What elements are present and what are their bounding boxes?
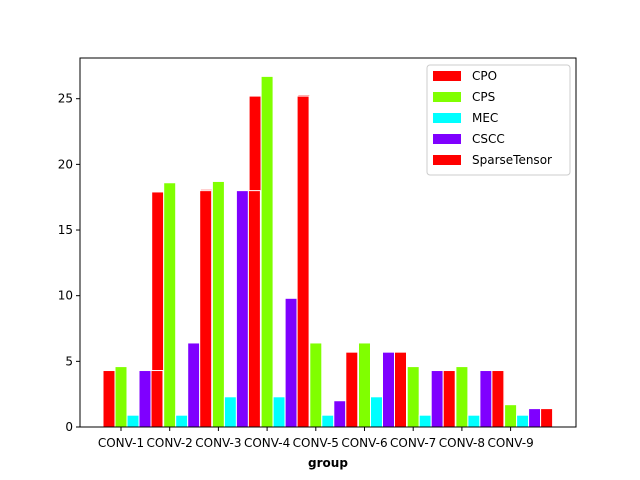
bar-sparsetensor-conv-4 bbox=[296, 95, 310, 428]
y-tick-label: 25 bbox=[58, 92, 73, 106]
bar-cscc-conv-4 bbox=[284, 297, 298, 428]
legend-swatch-mec bbox=[433, 113, 461, 123]
x-axis-title: group bbox=[308, 456, 348, 470]
bar-sparsetensor-conv-5 bbox=[345, 351, 359, 428]
x-tick-label: CONV-1 bbox=[98, 436, 144, 450]
x-tick-label: CONV-2 bbox=[147, 436, 193, 450]
bar-cscc-conv-8 bbox=[479, 370, 493, 428]
bar-mec-conv-3 bbox=[223, 396, 237, 428]
bar-cps-conv-8 bbox=[455, 366, 469, 428]
x-tick-label: CONV-4 bbox=[244, 436, 290, 450]
y-axis: 0 5 10 15 20 25 bbox=[58, 92, 80, 434]
legend-swatch-cscc bbox=[433, 134, 461, 144]
bar-cps-conv-3 bbox=[211, 180, 225, 428]
bar-mec-conv-2 bbox=[175, 414, 189, 428]
legend-label-sparsetensor: SparseTensor bbox=[472, 153, 552, 167]
bar-mec-conv-7 bbox=[418, 414, 432, 428]
bar-sparsetensor-conv-2 bbox=[199, 190, 213, 428]
legend-swatch-cpo bbox=[433, 71, 461, 81]
bar-cscc-conv-9 bbox=[528, 408, 542, 428]
legend-swatch-cps bbox=[433, 92, 461, 102]
y-tick-label: 0 bbox=[65, 420, 73, 434]
x-tick-label: CONV-8 bbox=[439, 436, 485, 450]
legend-label-mec: MEC bbox=[472, 111, 498, 125]
bar-mec-conv-8 bbox=[467, 414, 481, 428]
x-tick-label: CONV-7 bbox=[390, 436, 436, 450]
bar-mec-conv-5 bbox=[321, 414, 335, 428]
x-tick-label: CONV-5 bbox=[293, 436, 339, 450]
y-tick-label: 15 bbox=[58, 223, 73, 237]
bar-cscc-conv-5 bbox=[333, 400, 347, 428]
legend: CPO CPS MEC CSCC SparseTensor bbox=[426, 64, 571, 176]
y-tick-label: 20 bbox=[58, 157, 73, 171]
legend-label-cpo: CPO bbox=[472, 69, 497, 83]
bar-mec-conv-4 bbox=[272, 396, 286, 428]
bar-sparsetensor-conv-3 bbox=[247, 190, 261, 428]
bar-sparsetensor-conv-8 bbox=[491, 370, 505, 428]
bar-cps-conv-9 bbox=[504, 404, 518, 428]
bar-mec-conv-9 bbox=[516, 414, 530, 428]
legend-label-cscc: CSCC bbox=[472, 132, 505, 146]
bar-cpo-conv-1 bbox=[102, 370, 116, 428]
y-tick-label: 5 bbox=[65, 354, 73, 368]
bar-cps-conv-5 bbox=[309, 342, 323, 428]
legend-swatch-sparsetensor bbox=[433, 155, 461, 165]
bar-cps-conv-1 bbox=[114, 366, 128, 428]
bar-cscc-conv-2 bbox=[187, 342, 201, 428]
bar-cps-conv-4 bbox=[260, 75, 274, 428]
plot-frame bbox=[79, 57, 577, 428]
bar-cscc-conv-6 bbox=[382, 351, 395, 428]
bar-sparsetensor-conv-7 bbox=[442, 370, 456, 428]
y-tick-label: 10 bbox=[58, 289, 73, 303]
x-tick-label: CONV-3 bbox=[195, 436, 241, 450]
x-tick-label: CONV-9 bbox=[487, 436, 533, 450]
bar-cps-conv-6 bbox=[358, 342, 371, 428]
legend-label-cps: CPS bbox=[472, 90, 495, 104]
bar-cps-conv-7 bbox=[406, 366, 420, 428]
bar-mec-conv-6 bbox=[370, 396, 383, 428]
bars-group bbox=[102, 75, 554, 428]
x-axis: CONV-1 CONV-2 CONV-3 CONV-4 CONV-5 CONV-6 CONV… bbox=[98, 427, 534, 450]
x-tick-label: CONV-6 bbox=[341, 436, 387, 450]
bar-sparsetensor-conv-1 bbox=[150, 370, 164, 428]
bar-cscc-conv-3 bbox=[235, 190, 249, 428]
bar-cscc-conv-1 bbox=[138, 370, 152, 428]
bar-cps-conv-2 bbox=[163, 182, 177, 428]
bar-sparsetensor-conv-6 bbox=[394, 351, 407, 428]
bar-mec-conv-1 bbox=[126, 414, 140, 428]
legend-frame bbox=[426, 64, 571, 176]
bar-sparsetensor-conv-9 bbox=[540, 408, 554, 428]
bar-cscc-conv-7 bbox=[430, 370, 444, 428]
